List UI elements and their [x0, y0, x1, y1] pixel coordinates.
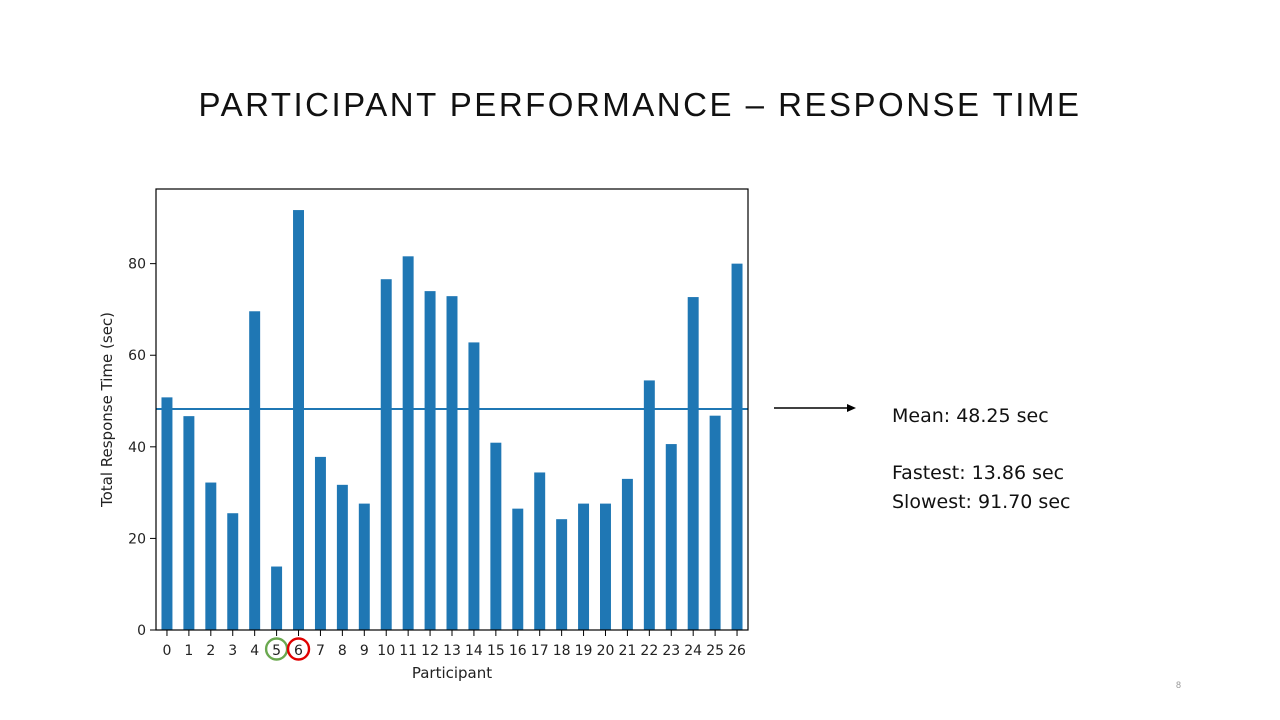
y-tick-label: 20 [128, 531, 146, 547]
highlights-group [264, 637, 311, 661]
bar-participant-12 [424, 291, 436, 630]
bar-participant-5 [271, 566, 283, 630]
bar-participant-7 [314, 456, 326, 630]
x-tick-label: 23 [662, 643, 680, 659]
y-tick-label: 80 [128, 257, 146, 273]
slowest-stat: Slowest: 91.70 sec [892, 491, 1071, 513]
x-tick-label: 16 [509, 643, 527, 659]
y-tick-label: 0 [137, 623, 146, 639]
x-tick-label: 5 [272, 643, 281, 659]
y-axis-label: Total Response Time (sec) [98, 312, 116, 508]
bar-participant-26 [731, 263, 743, 630]
bar-participant-20 [600, 503, 611, 630]
bar-participant-17 [534, 472, 546, 630]
bar-participant-6 [293, 210, 304, 630]
x-tick-label: 14 [465, 643, 483, 659]
x-tick-label: 21 [618, 643, 636, 659]
x-axis: 0 1 2 3 4 5 6 7 8 9 10 11 12 13 14 15 16 17 18 19 20 21 22 23 24… [163, 630, 746, 659]
bar-participant-8 [336, 484, 348, 630]
x-tick-label: 3 [228, 643, 237, 659]
bar-participant-11 [402, 256, 414, 630]
x-tick-label: 17 [531, 643, 549, 659]
x-axis-label: Participant [412, 664, 492, 682]
mean-stat: Mean: 48.25 sec [892, 405, 1049, 427]
bar-participant-21 [621, 478, 633, 630]
x-tick-label: 15 [487, 643, 505, 659]
x-tick-label: 19 [575, 643, 593, 659]
x-tick-label: 25 [706, 643, 724, 659]
x-tick-label: 18 [553, 643, 571, 659]
x-tick-label: 10 [377, 643, 395, 659]
bar-participant-19 [578, 503, 590, 630]
x-tick-label: 11 [399, 643, 417, 659]
bar-participant-10 [380, 279, 392, 630]
bar-participant-1 [183, 416, 195, 630]
bar-participant-9 [358, 503, 370, 630]
x-tick-label: 9 [360, 643, 369, 659]
bar-participant-16 [512, 508, 524, 630]
highlight-circle-slowest [286, 637, 311, 661]
x-tick-label: 7 [316, 643, 325, 659]
fastest-stat: Fastest: 13.86 sec [892, 462, 1065, 484]
bar-participant-24 [687, 297, 699, 630]
x-tick-label: 4 [250, 643, 259, 659]
bar-participant-23 [665, 444, 677, 630]
bar-participant-4 [249, 311, 261, 630]
x-tick-label: 12 [421, 643, 439, 659]
bar-participant-3 [227, 513, 239, 630]
x-tick-label: 24 [684, 643, 702, 659]
x-tick-label: 8 [338, 643, 347, 659]
x-tick-label: 13 [443, 643, 461, 659]
x-tick-label: 0 [163, 643, 172, 659]
bar-participant-13 [446, 296, 458, 630]
y-tick-label: 40 [128, 440, 146, 456]
bar-participant-15 [490, 442, 502, 630]
bars-group [161, 210, 743, 630]
y-tick-label: 60 [128, 348, 146, 364]
x-tick-label: 6 [294, 643, 303, 659]
arrow [774, 404, 856, 412]
bar-participant-0 [161, 397, 173, 630]
bar-participant-25 [709, 415, 721, 630]
page-number: 8 [1176, 680, 1182, 690]
x-tick-label: 20 [597, 643, 615, 659]
x-tick-label: 2 [206, 643, 215, 659]
slide-title: PARTICIPANT PERFORMANCE – RESPONSE TIME [198, 86, 1082, 123]
y-axis: 0 20 40 60 80 [128, 257, 156, 639]
x-tick-label: 22 [640, 643, 658, 659]
bar-participant-18 [556, 519, 568, 630]
stats-panel: Mean: 48.25 sec Fastest: 13.86 sec Slowe… [892, 402, 1070, 517]
x-tick-label: 1 [184, 643, 193, 659]
bar-participant-2 [205, 482, 217, 630]
bar-participant-14 [468, 342, 480, 630]
x-tick-label: 26 [728, 643, 746, 659]
bar-participant-22 [643, 380, 655, 630]
